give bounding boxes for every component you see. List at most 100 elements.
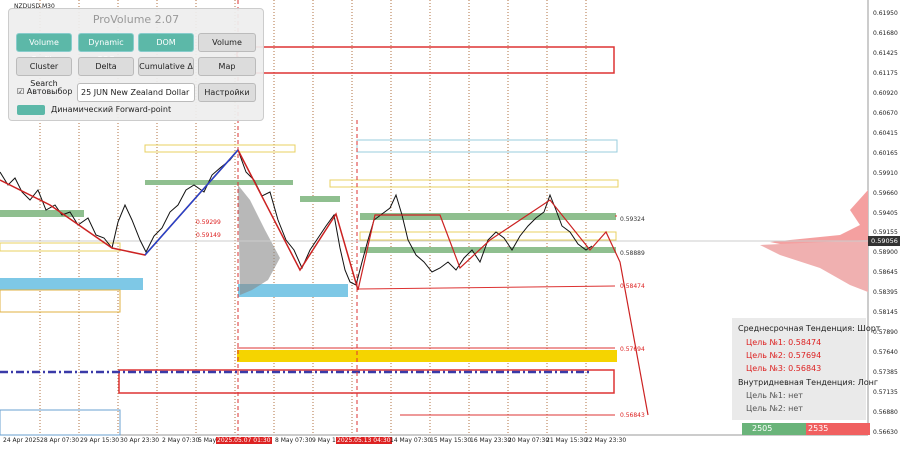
button[interactable]: Cumulative Δ bbox=[138, 57, 194, 76]
time-label: 2025.05.13 04:30 bbox=[336, 437, 392, 444]
zone bbox=[0, 409, 121, 436]
level-label: 0.56843 bbox=[620, 412, 645, 419]
projection bbox=[357, 199, 649, 416]
target: Цель №3: 0.56843 bbox=[746, 364, 822, 373]
price-label: 0.61175 bbox=[873, 69, 898, 77]
zone bbox=[0, 289, 121, 313]
volume-profile bbox=[238, 185, 280, 295]
target: Цель №1: нет bbox=[746, 391, 803, 400]
price-label: 0.60670 bbox=[873, 109, 898, 117]
target: Цель №2: нет bbox=[746, 404, 803, 413]
zone bbox=[118, 369, 615, 394]
time-label: 2025.05.07 01:30 bbox=[216, 437, 272, 444]
price-label: 0.58395 bbox=[873, 289, 898, 297]
zigzag bbox=[144, 149, 239, 256]
price-label: 0.56880 bbox=[873, 409, 898, 417]
price-label: 0.59910 bbox=[873, 169, 898, 177]
target: Цель №1: 0.58474 bbox=[746, 338, 822, 347]
zone bbox=[144, 144, 296, 153]
symbol: NZDUSD,M30 bbox=[14, 3, 55, 10]
price-label: 0.61950 bbox=[873, 10, 898, 17]
price-label: 0.59155 bbox=[873, 229, 898, 237]
volume-profile bbox=[760, 240, 868, 292]
intraday-trend: Внутридневная Тенденция: Лонг bbox=[738, 378, 879, 387]
price-axis-bg bbox=[868, 0, 900, 449]
level-line bbox=[356, 285, 616, 290]
level-label: 0.58474 bbox=[620, 283, 645, 290]
price-label: 0.60920 bbox=[873, 89, 898, 97]
provolume-panel: ProVolume 2.07 Volume ProfileDynamic POC… bbox=[8, 8, 264, 121]
time-label: 24 Apr 2025 bbox=[3, 437, 41, 444]
time-label: 14 May 07:30 bbox=[390, 437, 432, 444]
button[interactable]: Delta bbox=[78, 57, 134, 76]
time-label: 28 Apr 07:30 bbox=[40, 437, 80, 444]
price-label: 0.61680 bbox=[873, 29, 898, 37]
target: Цель №2: 0.57694 bbox=[746, 351, 822, 360]
price-label: 0.61425 bbox=[873, 49, 898, 57]
contract-select[interactable]: 25 JUN New Zealand Dollar bbox=[77, 83, 195, 102]
zone bbox=[237, 350, 617, 362]
level-label: 0.58889 bbox=[620, 250, 645, 257]
price-label: 0.57640 bbox=[873, 349, 898, 357]
price-label: 0.58900 bbox=[873, 249, 898, 257]
time-label: 30 Apr 23:30 bbox=[120, 437, 160, 444]
time-label: 16 May 23:30 bbox=[470, 437, 512, 444]
level-label: 0.57694 bbox=[620, 346, 645, 353]
current-price-box bbox=[868, 236, 900, 246]
sell-volume: 2535 bbox=[808, 424, 829, 433]
price-label: 0.60415 bbox=[873, 129, 898, 137]
trend-panel: Среднесрочная Тенденция: Шорт Цель №1: 0… bbox=[732, 318, 880, 420]
toggle[interactable] bbox=[17, 105, 45, 115]
buy-volume: 2505 bbox=[752, 424, 773, 433]
checkbox[interactable]: ☑ Автовыбор bbox=[17, 87, 73, 96]
zone bbox=[238, 284, 348, 297]
price-label: 0.57135 bbox=[873, 389, 898, 397]
zone bbox=[356, 139, 618, 153]
zigzag bbox=[0, 148, 359, 291]
forward-point-label: Динамический Forward-point bbox=[51, 105, 172, 114]
price-label: 0.56630 bbox=[873, 429, 898, 436]
price-label: 0.58645 bbox=[873, 269, 898, 277]
price-label: 0.60165 bbox=[873, 149, 898, 157]
time-label: 9 May 1 bbox=[312, 437, 336, 444]
price-label: 0.57385 bbox=[873, 369, 898, 377]
button[interactable]: Volume Profile bbox=[16, 33, 72, 64]
sell-bar bbox=[806, 423, 870, 435]
zone bbox=[0, 242, 121, 252]
checkbox-label: Автовыбор bbox=[26, 87, 73, 96]
zone bbox=[300, 196, 340, 202]
panel-title: ProVolume 2.07 bbox=[92, 13, 180, 26]
price-label: 0.59405 bbox=[873, 209, 898, 217]
button[interactable]: DOM bbox=[138, 33, 194, 52]
zone bbox=[359, 231, 617, 241]
zone bbox=[360, 247, 616, 253]
time-label: 22 May 23:30 bbox=[585, 437, 627, 444]
button[interactable]: Map bbox=[198, 57, 256, 76]
medium-trend: Среднесрочная Тенденция: Шорт bbox=[738, 324, 881, 333]
level-label: 0.59299 bbox=[196, 219, 221, 226]
price-label: 0.59660 bbox=[873, 189, 898, 197]
zone bbox=[360, 213, 616, 220]
settings-button[interactable]: Настройки bbox=[198, 83, 256, 102]
price-label: 0.57890 bbox=[873, 329, 898, 337]
zone bbox=[145, 180, 293, 185]
zone bbox=[329, 179, 619, 188]
time-label: 2 May 07:30 bbox=[162, 437, 200, 444]
time-label: 8 May 07:30 bbox=[275, 437, 313, 444]
button[interactable]: Volume bbox=[198, 33, 256, 52]
time-label: 20 May 07:30 bbox=[508, 437, 550, 444]
button[interactable]: Cluster Search bbox=[16, 57, 72, 88]
zone bbox=[0, 210, 84, 217]
current-price: 0.59056 bbox=[871, 237, 898, 245]
time-label: 21 May 15:30 bbox=[546, 437, 588, 444]
time-label: 29 Apr 15:30 bbox=[80, 437, 120, 444]
price-line bbox=[0, 148, 593, 286]
level-label: 0.59149 bbox=[196, 232, 221, 239]
buy-bar bbox=[742, 423, 806, 435]
button[interactable]: Dynamic POC bbox=[78, 33, 134, 64]
price-label: 0.58145 bbox=[873, 309, 898, 317]
contract-text: 25 JUN New Zealand Dollar bbox=[81, 88, 190, 97]
zone bbox=[0, 278, 143, 290]
level-label: 0.59324 bbox=[620, 216, 645, 223]
